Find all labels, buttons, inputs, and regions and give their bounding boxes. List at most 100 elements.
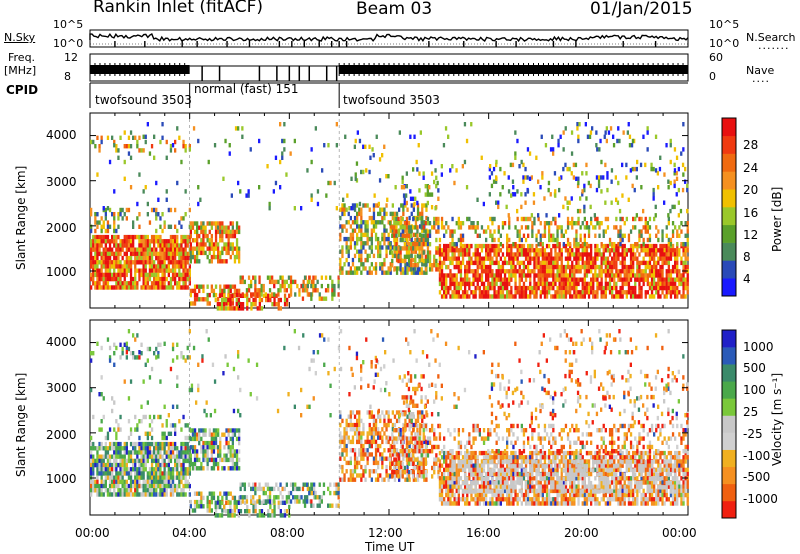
velocity-cell bbox=[106, 475, 110, 480]
velocity-cell bbox=[182, 446, 185, 451]
velocity-cell bbox=[186, 441, 189, 447]
power-cell bbox=[292, 279, 295, 285]
power-cell bbox=[234, 126, 238, 131]
power-cell bbox=[461, 221, 465, 226]
velocity-cell bbox=[144, 467, 147, 472]
power-cell bbox=[508, 294, 511, 299]
power-cell bbox=[184, 260, 187, 265]
power-cell bbox=[365, 168, 368, 173]
power-cell bbox=[595, 187, 599, 193]
velocity-cell bbox=[349, 469, 352, 474]
power-cell bbox=[665, 256, 668, 261]
power-cell bbox=[108, 224, 112, 229]
velocity-cell bbox=[155, 450, 158, 455]
power-cell bbox=[129, 268, 133, 273]
power-cell bbox=[125, 272, 128, 278]
power-cell bbox=[428, 267, 432, 272]
power-cell bbox=[231, 301, 234, 306]
power-cell bbox=[617, 294, 620, 299]
power-cell bbox=[438, 290, 442, 295]
power-cell bbox=[598, 221, 601, 226]
velocity-cell bbox=[132, 351, 135, 356]
power-cell bbox=[480, 294, 484, 299]
power-cell bbox=[356, 215, 359, 221]
power-cell bbox=[585, 162, 588, 168]
power-cell bbox=[587, 281, 591, 287]
velocity-cell bbox=[366, 448, 369, 453]
power-cell bbox=[98, 239, 101, 244]
power-cell bbox=[684, 166, 687, 172]
velocity-cell bbox=[186, 479, 189, 485]
power-cell bbox=[159, 251, 162, 257]
power-cell bbox=[560, 273, 563, 278]
power-cell bbox=[161, 255, 164, 261]
power-cell bbox=[134, 260, 137, 265]
velocity-cell bbox=[214, 508, 218, 513]
power-cell bbox=[558, 213, 561, 218]
power-cell bbox=[174, 139, 177, 145]
power-cell bbox=[111, 260, 114, 265]
velocity-cell bbox=[127, 419, 131, 424]
velocity-cell bbox=[221, 508, 224, 513]
power-cell bbox=[100, 239, 103, 244]
power-cell bbox=[451, 229, 454, 234]
power-cell bbox=[196, 225, 199, 230]
power-cell bbox=[569, 273, 572, 278]
power-cell bbox=[615, 273, 618, 278]
power-cell bbox=[150, 264, 154, 269]
power-cell bbox=[335, 206, 338, 211]
power-cell bbox=[598, 269, 601, 274]
velocity-cell bbox=[221, 457, 224, 463]
power-cell bbox=[413, 134, 416, 139]
velocity-cell bbox=[132, 462, 135, 468]
power-cell bbox=[543, 290, 547, 295]
velocity-cell bbox=[356, 464, 359, 470]
velocity-cell bbox=[129, 431, 133, 436]
power-cell bbox=[524, 237, 528, 243]
power-cell bbox=[566, 252, 570, 257]
power-cell bbox=[144, 268, 147, 273]
power-cell bbox=[119, 268, 122, 273]
power-cell bbox=[650, 269, 654, 274]
velocity-cell bbox=[327, 486, 330, 492]
power-cell bbox=[510, 264, 513, 270]
power-cell bbox=[610, 200, 613, 205]
power-cell bbox=[480, 243, 484, 249]
power-cell bbox=[487, 243, 490, 249]
power-cell bbox=[273, 292, 276, 297]
power-cell bbox=[667, 179, 670, 184]
power-cell bbox=[90, 228, 93, 234]
power-cell bbox=[111, 239, 114, 244]
power-cell bbox=[642, 225, 645, 230]
power-cell bbox=[465, 138, 469, 144]
power-cell bbox=[218, 306, 222, 311]
power-cell bbox=[283, 288, 286, 293]
velocity-cell bbox=[252, 499, 255, 504]
power-cell bbox=[117, 281, 120, 286]
power-cell bbox=[650, 285, 654, 291]
power-cell bbox=[537, 277, 540, 282]
power-cell bbox=[153, 134, 156, 139]
velocity-cell bbox=[260, 486, 263, 492]
power-cell bbox=[206, 284, 209, 289]
power-cell bbox=[464, 290, 467, 295]
power-cell bbox=[491, 294, 494, 299]
power-cell bbox=[640, 290, 643, 295]
power-cell bbox=[428, 254, 432, 259]
power-cell bbox=[493, 281, 496, 287]
power-cell bbox=[129, 255, 133, 261]
power-cell bbox=[659, 243, 662, 249]
power-cell bbox=[241, 306, 245, 311]
power-cell bbox=[539, 233, 542, 238]
power-cell bbox=[235, 306, 238, 311]
power-cell bbox=[511, 179, 515, 184]
power-cell bbox=[193, 259, 197, 264]
velocity-cell bbox=[364, 452, 367, 457]
power-cell bbox=[520, 248, 523, 253]
power-cell bbox=[404, 270, 407, 275]
power-cell bbox=[117, 255, 120, 261]
power-cell bbox=[431, 225, 434, 230]
power-cell bbox=[161, 264, 164, 269]
velocity-cell bbox=[113, 475, 116, 480]
power-cell bbox=[434, 206, 437, 211]
